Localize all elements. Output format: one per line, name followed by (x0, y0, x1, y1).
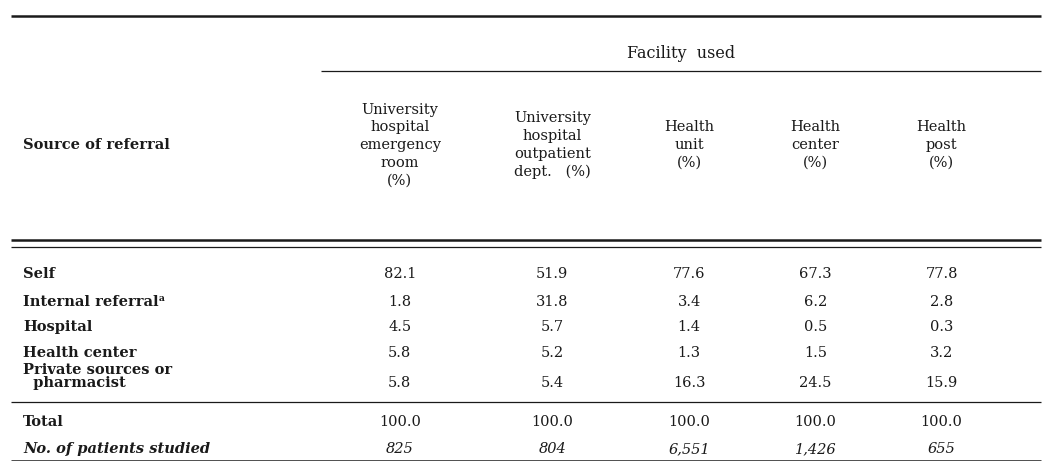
Text: 655: 655 (928, 443, 955, 456)
Text: 1,426: 1,426 (794, 443, 836, 456)
Text: 15.9: 15.9 (926, 376, 957, 390)
Text: 0.5: 0.5 (804, 320, 827, 334)
Text: Self: Self (23, 267, 55, 281)
Text: 4.5: 4.5 (388, 320, 411, 334)
Text: Health
post
(%): Health post (%) (916, 120, 967, 170)
Text: Total: Total (23, 415, 64, 429)
Text: 5.8: 5.8 (388, 346, 411, 360)
Text: 24.5: 24.5 (800, 376, 831, 390)
Text: 3.4: 3.4 (677, 295, 701, 309)
Text: 67.3: 67.3 (798, 267, 832, 281)
Text: 5.2: 5.2 (541, 346, 564, 360)
Text: 77.6: 77.6 (673, 267, 705, 281)
Text: 2.8: 2.8 (930, 295, 953, 309)
Text: 77.8: 77.8 (926, 267, 957, 281)
Text: 1.8: 1.8 (388, 295, 411, 309)
Text: Internal referralᵃ: Internal referralᵃ (23, 295, 165, 309)
Text: University
hospital
emergency
room
(%): University hospital emergency room (%) (359, 102, 441, 188)
Text: 804: 804 (539, 443, 566, 456)
Text: 5.7: 5.7 (541, 320, 564, 334)
Text: 3.2: 3.2 (930, 346, 953, 360)
Text: 1.4: 1.4 (677, 320, 701, 334)
Text: 100.0: 100.0 (379, 415, 421, 429)
Text: 5.8: 5.8 (388, 376, 411, 390)
Text: 0.3: 0.3 (930, 320, 953, 334)
Text: Source of referral: Source of referral (23, 138, 170, 152)
Text: Health
unit
(%): Health unit (%) (664, 120, 714, 170)
Text: 6.2: 6.2 (804, 295, 827, 309)
Text: 16.3: 16.3 (673, 376, 705, 390)
Text: 1.5: 1.5 (804, 346, 827, 360)
Text: Private sources or: Private sources or (23, 363, 173, 377)
Text: Health
center
(%): Health center (%) (790, 120, 841, 170)
Text: 31.8: 31.8 (537, 295, 568, 309)
Text: 51.9: 51.9 (537, 267, 568, 281)
Text: 100.0: 100.0 (794, 415, 836, 429)
Text: 6,551: 6,551 (668, 443, 710, 456)
Text: 1.3: 1.3 (677, 346, 701, 360)
Text: 82.1: 82.1 (384, 267, 416, 281)
Text: 825: 825 (386, 443, 413, 456)
Text: University
hospital
outpatient
dept.   (%): University hospital outpatient dept. (%) (513, 111, 591, 179)
Text: 100.0: 100.0 (668, 415, 710, 429)
Text: No. of patients studied: No. of patients studied (23, 443, 210, 456)
Text: 100.0: 100.0 (531, 415, 573, 429)
Text: 5.4: 5.4 (541, 376, 564, 390)
Text: Hospital: Hospital (23, 320, 93, 334)
Text: 100.0: 100.0 (920, 415, 963, 429)
Text: Health center: Health center (23, 346, 137, 360)
Text: Facility  used: Facility used (627, 45, 735, 61)
Text: pharmacist: pharmacist (23, 376, 126, 390)
